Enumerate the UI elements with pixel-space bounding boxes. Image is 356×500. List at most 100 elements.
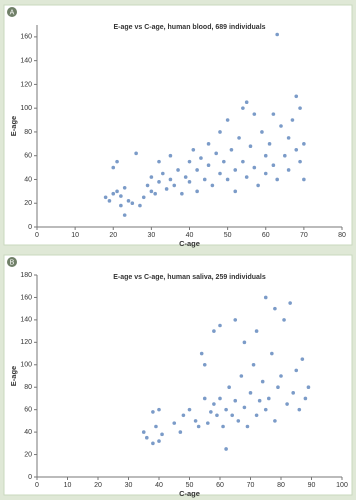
x-tick-label: 60: [262, 232, 270, 239]
point: [212, 402, 216, 406]
point: [157, 439, 161, 443]
point: [212, 329, 216, 333]
point: [145, 183, 150, 188]
point: [119, 194, 123, 198]
point: [225, 118, 230, 122]
point: [267, 396, 271, 401]
point: [202, 362, 207, 367]
y-tick-label: 160: [20, 294, 32, 301]
point: [279, 374, 283, 378]
point: [291, 391, 296, 395]
point: [248, 391, 253, 395]
panel: [3, 254, 353, 496]
y-tick-label: 40: [24, 429, 32, 436]
point: [275, 177, 279, 182]
point: [279, 124, 283, 128]
y-tick-label: 0: [28, 474, 32, 481]
point: [206, 421, 210, 425]
point: [254, 413, 259, 418]
point: [214, 151, 218, 156]
point: [206, 142, 211, 146]
point: [286, 168, 291, 172]
point: [111, 191, 116, 196]
point: [241, 106, 245, 110]
point: [160, 432, 164, 437]
x-tick-label: 30: [147, 232, 155, 239]
point: [273, 419, 277, 423]
y-tick-label: 140: [20, 57, 32, 64]
x-tick-label: 20: [109, 232, 117, 239]
point: [195, 168, 199, 172]
point: [193, 419, 198, 423]
point: [300, 357, 305, 361]
x-tick-label: 0: [35, 482, 39, 489]
point: [130, 201, 135, 206]
point: [151, 441, 155, 446]
point: [195, 189, 199, 194]
point: [141, 430, 146, 434]
panel: [3, 4, 353, 246]
point: [260, 379, 265, 384]
x-tick-label: 50: [186, 482, 194, 489]
point: [145, 435, 149, 440]
point: [233, 189, 238, 194]
y-tick-label: 60: [24, 153, 32, 160]
y-tick-label: 20: [24, 451, 32, 458]
point: [275, 32, 279, 37]
point: [187, 159, 192, 164]
point: [227, 385, 231, 390]
x-tick-label: 50: [224, 232, 232, 239]
point: [176, 168, 180, 172]
point: [256, 183, 260, 188]
point: [233, 318, 238, 322]
point: [134, 151, 138, 156]
point: [283, 153, 287, 158]
point: [115, 159, 119, 164]
point: [172, 421, 177, 425]
y-tick-label: 60: [24, 407, 32, 414]
point: [119, 203, 123, 208]
point: [199, 156, 203, 160]
point: [241, 159, 245, 164]
point: [288, 301, 292, 305]
point: [153, 191, 157, 196]
point: [215, 413, 219, 418]
x-tick-label: 60: [216, 482, 224, 489]
y-tick-label: 140: [20, 317, 32, 324]
point: [209, 410, 213, 414]
y-tick-label: 120: [20, 81, 32, 88]
point: [282, 318, 286, 322]
point: [151, 410, 155, 414]
point: [157, 180, 161, 184]
y-tick-label: 120: [20, 339, 32, 346]
point: [252, 165, 257, 170]
point: [263, 153, 268, 158]
x-axis-label: C-age: [179, 489, 200, 498]
point: [242, 340, 247, 345]
point: [202, 396, 207, 401]
point: [191, 147, 196, 152]
y-tick-label: 100: [20, 105, 32, 112]
point: [252, 112, 257, 116]
point: [164, 187, 169, 191]
x-tick-label: 40: [155, 482, 163, 489]
x-tick-label: 10: [71, 232, 79, 239]
point: [221, 424, 225, 429]
point: [244, 175, 249, 179]
y-tick-label: 80: [24, 384, 32, 391]
point: [115, 189, 119, 194]
x-tick-label: 40: [186, 232, 194, 239]
x-tick-label: 70: [300, 232, 308, 239]
point: [229, 147, 234, 152]
x-tick-label: 30: [125, 482, 133, 489]
point: [263, 295, 268, 300]
point: [298, 106, 302, 110]
y-tick-label: 0: [28, 224, 32, 231]
x-tick-label: 80: [338, 232, 346, 239]
point: [245, 424, 250, 429]
point: [122, 213, 127, 217]
y-axis-label: E-age: [9, 116, 18, 136]
point: [149, 189, 154, 194]
panel-label: B: [10, 259, 15, 266]
y-tick-label: 20: [24, 200, 32, 207]
